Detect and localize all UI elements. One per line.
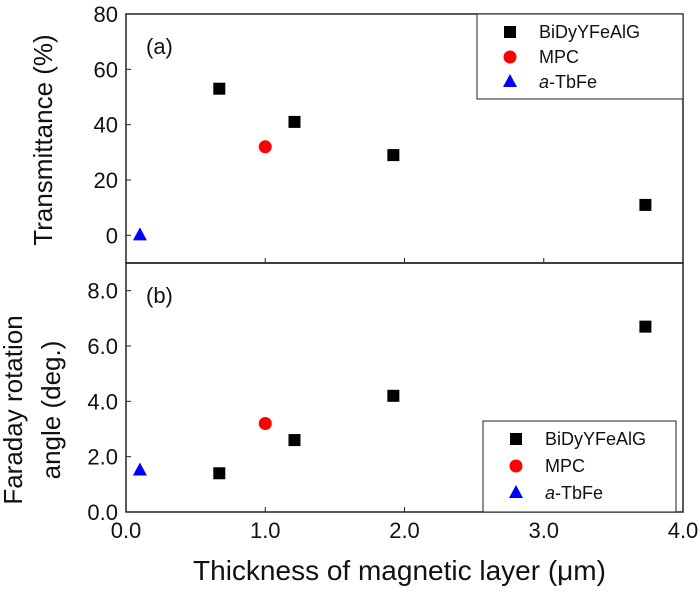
legend-label: a-TbFe bbox=[545, 483, 603, 503]
legend-label: BiDyYFeAlG bbox=[545, 429, 646, 449]
x-tick-label: 4.0 bbox=[668, 518, 699, 543]
y-tick-label: 80 bbox=[94, 2, 118, 27]
y-tick-label: 40 bbox=[94, 113, 118, 138]
y-tick-label: 0 bbox=[106, 223, 118, 248]
legend-marker bbox=[510, 433, 522, 445]
y-tick-label: 8.0 bbox=[87, 279, 118, 304]
legend-label: BiDyYFeAlG bbox=[539, 22, 640, 42]
legend-marker bbox=[504, 26, 516, 38]
data-point-triangle bbox=[132, 227, 147, 241]
y-tick-label: 0.0 bbox=[87, 500, 118, 525]
legend-marker bbox=[503, 50, 517, 64]
data-point-square bbox=[288, 434, 301, 447]
data-point-square bbox=[639, 320, 652, 333]
panel-label: (b) bbox=[146, 283, 173, 308]
data-point-triangle bbox=[132, 462, 147, 476]
data-point-circle bbox=[258, 416, 272, 430]
y-tick-label: 20 bbox=[94, 168, 118, 193]
data-point-square bbox=[387, 149, 400, 162]
data-point-square bbox=[213, 82, 226, 95]
y-tick-label: 6.0 bbox=[87, 334, 118, 359]
data-point-square bbox=[213, 467, 226, 480]
y-tick-label: 2.0 bbox=[87, 445, 118, 470]
x-tick-label: 1.0 bbox=[250, 518, 281, 543]
y-tick-label: 4.0 bbox=[87, 389, 118, 414]
legend-label: MPC bbox=[539, 47, 579, 67]
legend-label: MPC bbox=[545, 456, 585, 476]
legend-marker bbox=[509, 459, 523, 473]
data-point-square bbox=[288, 115, 301, 128]
x-axis-label: Thickness of magnetic layer (μm) bbox=[193, 555, 606, 586]
x-tick-label: 2.0 bbox=[389, 518, 420, 543]
y-axis-label-line2: angle (deg.) bbox=[36, 341, 66, 480]
y-axis-label: Transmittance (%) bbox=[28, 34, 58, 245]
y-tick-label: 60 bbox=[94, 57, 118, 82]
data-point-square bbox=[387, 389, 400, 402]
data-point-square bbox=[639, 198, 652, 211]
legend-marker bbox=[509, 485, 523, 498]
x-tick-label: 0.0 bbox=[111, 518, 142, 543]
data-point-circle bbox=[258, 140, 272, 154]
y-axis-label-line1: Faraday rotation bbox=[0, 315, 28, 504]
legend-marker bbox=[503, 74, 517, 87]
x-tick-label: 3.0 bbox=[528, 518, 559, 543]
legend-label: a-TbFe bbox=[539, 72, 597, 92]
panel-label: (a) bbox=[146, 34, 173, 59]
